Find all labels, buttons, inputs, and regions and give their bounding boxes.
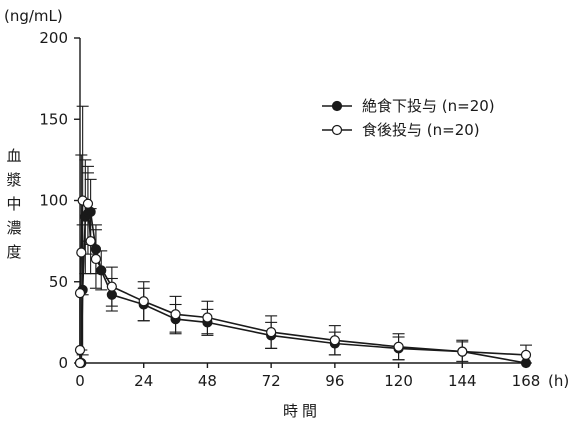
data-point: [74, 344, 86, 356]
x-tick-label: 168: [512, 372, 541, 390]
x-tick-label: 48: [198, 372, 217, 390]
data-point: [96, 265, 107, 276]
data-point: [202, 312, 213, 323]
x-tick-label: 144: [448, 372, 477, 390]
x-tick-label: 120: [384, 372, 413, 390]
error-bars: [75, 105, 532, 364]
x-tick-label: 24: [134, 372, 153, 390]
data-point: [329, 335, 340, 346]
legend-label-fed: 食後投与 (n=20): [362, 121, 480, 139]
data-point: [85, 236, 96, 247]
y-axis-title-char: 漿: [6, 171, 21, 189]
y-axis-title-char: 血: [6, 147, 21, 165]
legend-marker-open: [331, 124, 343, 136]
y-tick-label: 50: [49, 273, 68, 291]
y-axis-title-char: 中: [6, 195, 21, 213]
y-ticks: 0 50 100 150 200: [39, 29, 80, 372]
y-tick-label: 150: [39, 110, 68, 128]
data-point: [106, 281, 117, 292]
y-tick-label: 200: [39, 29, 68, 47]
legend-label-fasted: 絶食下投与 (n=20): [362, 97, 495, 115]
data-point: [74, 357, 86, 369]
data-point: [76, 247, 87, 258]
x-tick-label: 72: [262, 372, 281, 390]
x-axis-title: 時間: [283, 402, 321, 420]
y-tick-label: 100: [39, 192, 68, 210]
x-tick-label: 96: [325, 372, 344, 390]
data-point: [170, 309, 181, 320]
legend-item-fed: 食後投与 (n=20): [322, 121, 480, 139]
data-point: [74, 288, 86, 299]
data-point: [520, 349, 532, 360]
data-point: [393, 341, 404, 352]
data-point: [90, 253, 102, 265]
data-point: [90, 244, 102, 255]
y-axis-title-char: 濃: [6, 219, 21, 237]
x-unit-label: (h): [548, 372, 569, 390]
legend: 絶食下投与 (n=20) 食後投与 (n=20): [322, 97, 495, 139]
data-point: [138, 296, 149, 307]
x-tick-label: 0: [75, 372, 85, 390]
data-point: [82, 198, 94, 209]
y-axis-title-char: 度: [6, 243, 21, 261]
data-markers: [74, 195, 532, 369]
x-ticks: 0 24 48 72 96 120 144 168: [75, 363, 540, 390]
legend-marker-filled: [331, 100, 343, 112]
data-point: [457, 346, 468, 357]
y-tick-label: 0: [58, 354, 68, 372]
data-point: [266, 327, 277, 338]
y-unit-label: (ng/mL): [4, 7, 63, 25]
legend-item-fasted: 絶食下投与 (n=20): [322, 97, 495, 115]
